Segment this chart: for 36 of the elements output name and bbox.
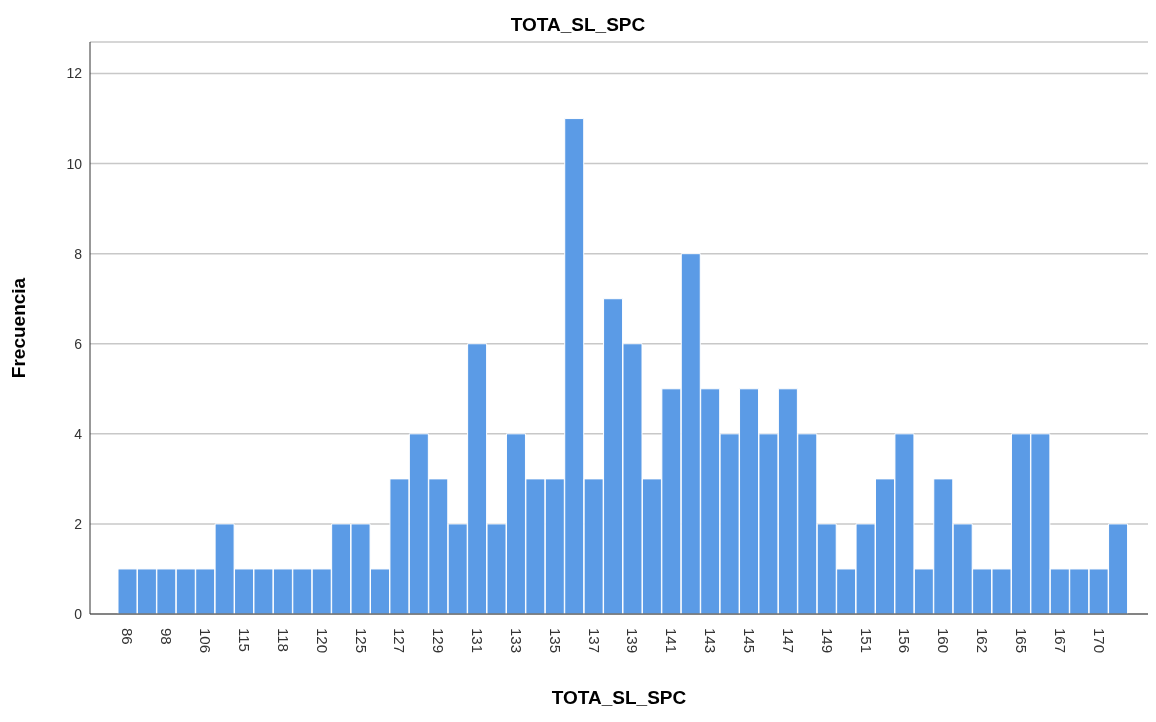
y-tick-label: 2 (74, 515, 83, 532)
x-tick-label: 133 (507, 628, 525, 654)
y-tick-label: 4 (74, 425, 83, 442)
y-axis-title: Frecuencia (7, 277, 29, 379)
x-tick-label: 141 (663, 628, 681, 654)
x-tick-label: 165 (1012, 628, 1030, 654)
x-tick-label: 143 (702, 628, 720, 654)
y-tick-label: 6 (74, 335, 83, 352)
y-tick-label: 0 (74, 605, 83, 622)
x-tick-label: 167 (1051, 628, 1069, 654)
x-tick-label: 86 (119, 628, 137, 645)
x-tick-label: 127 (391, 628, 409, 654)
x-tick-label: 160 (935, 628, 953, 654)
x-tick-label: 151 (857, 628, 875, 654)
x-tick-label: 147 (779, 628, 797, 654)
x-tick-label: 129 (430, 628, 448, 654)
x-tick-label: 98 (158, 628, 176, 645)
y-tick-label: 10 (66, 155, 83, 172)
x-tick-label: 137 (585, 628, 603, 654)
x-tick-label: 145 (741, 628, 758, 654)
x-tick-label: 156 (896, 628, 914, 654)
x-tick-label: 120 (313, 628, 331, 654)
y-tick-label: 8 (74, 245, 83, 262)
x-tick-label: 118 (274, 628, 292, 652)
x-tick-label: 125 (352, 628, 370, 654)
x-tick-label: 149 (818, 628, 836, 654)
x-tick-label: 170 (1090, 628, 1108, 654)
x-tick-label: 131 (469, 628, 487, 654)
x-tick-label: 115 (236, 628, 253, 652)
x-tick-label: 139 (624, 628, 642, 654)
x-tick-label: 135 (546, 628, 564, 654)
x-tick-label: 106 (197, 628, 215, 654)
x-axis-title: TOTA_SL_SPC (551, 687, 687, 708)
x-tick-label: 162 (974, 628, 992, 654)
chart-title: TOTA_SL_SPC (509, 14, 647, 36)
y-tick-label: 12 (66, 65, 83, 82)
